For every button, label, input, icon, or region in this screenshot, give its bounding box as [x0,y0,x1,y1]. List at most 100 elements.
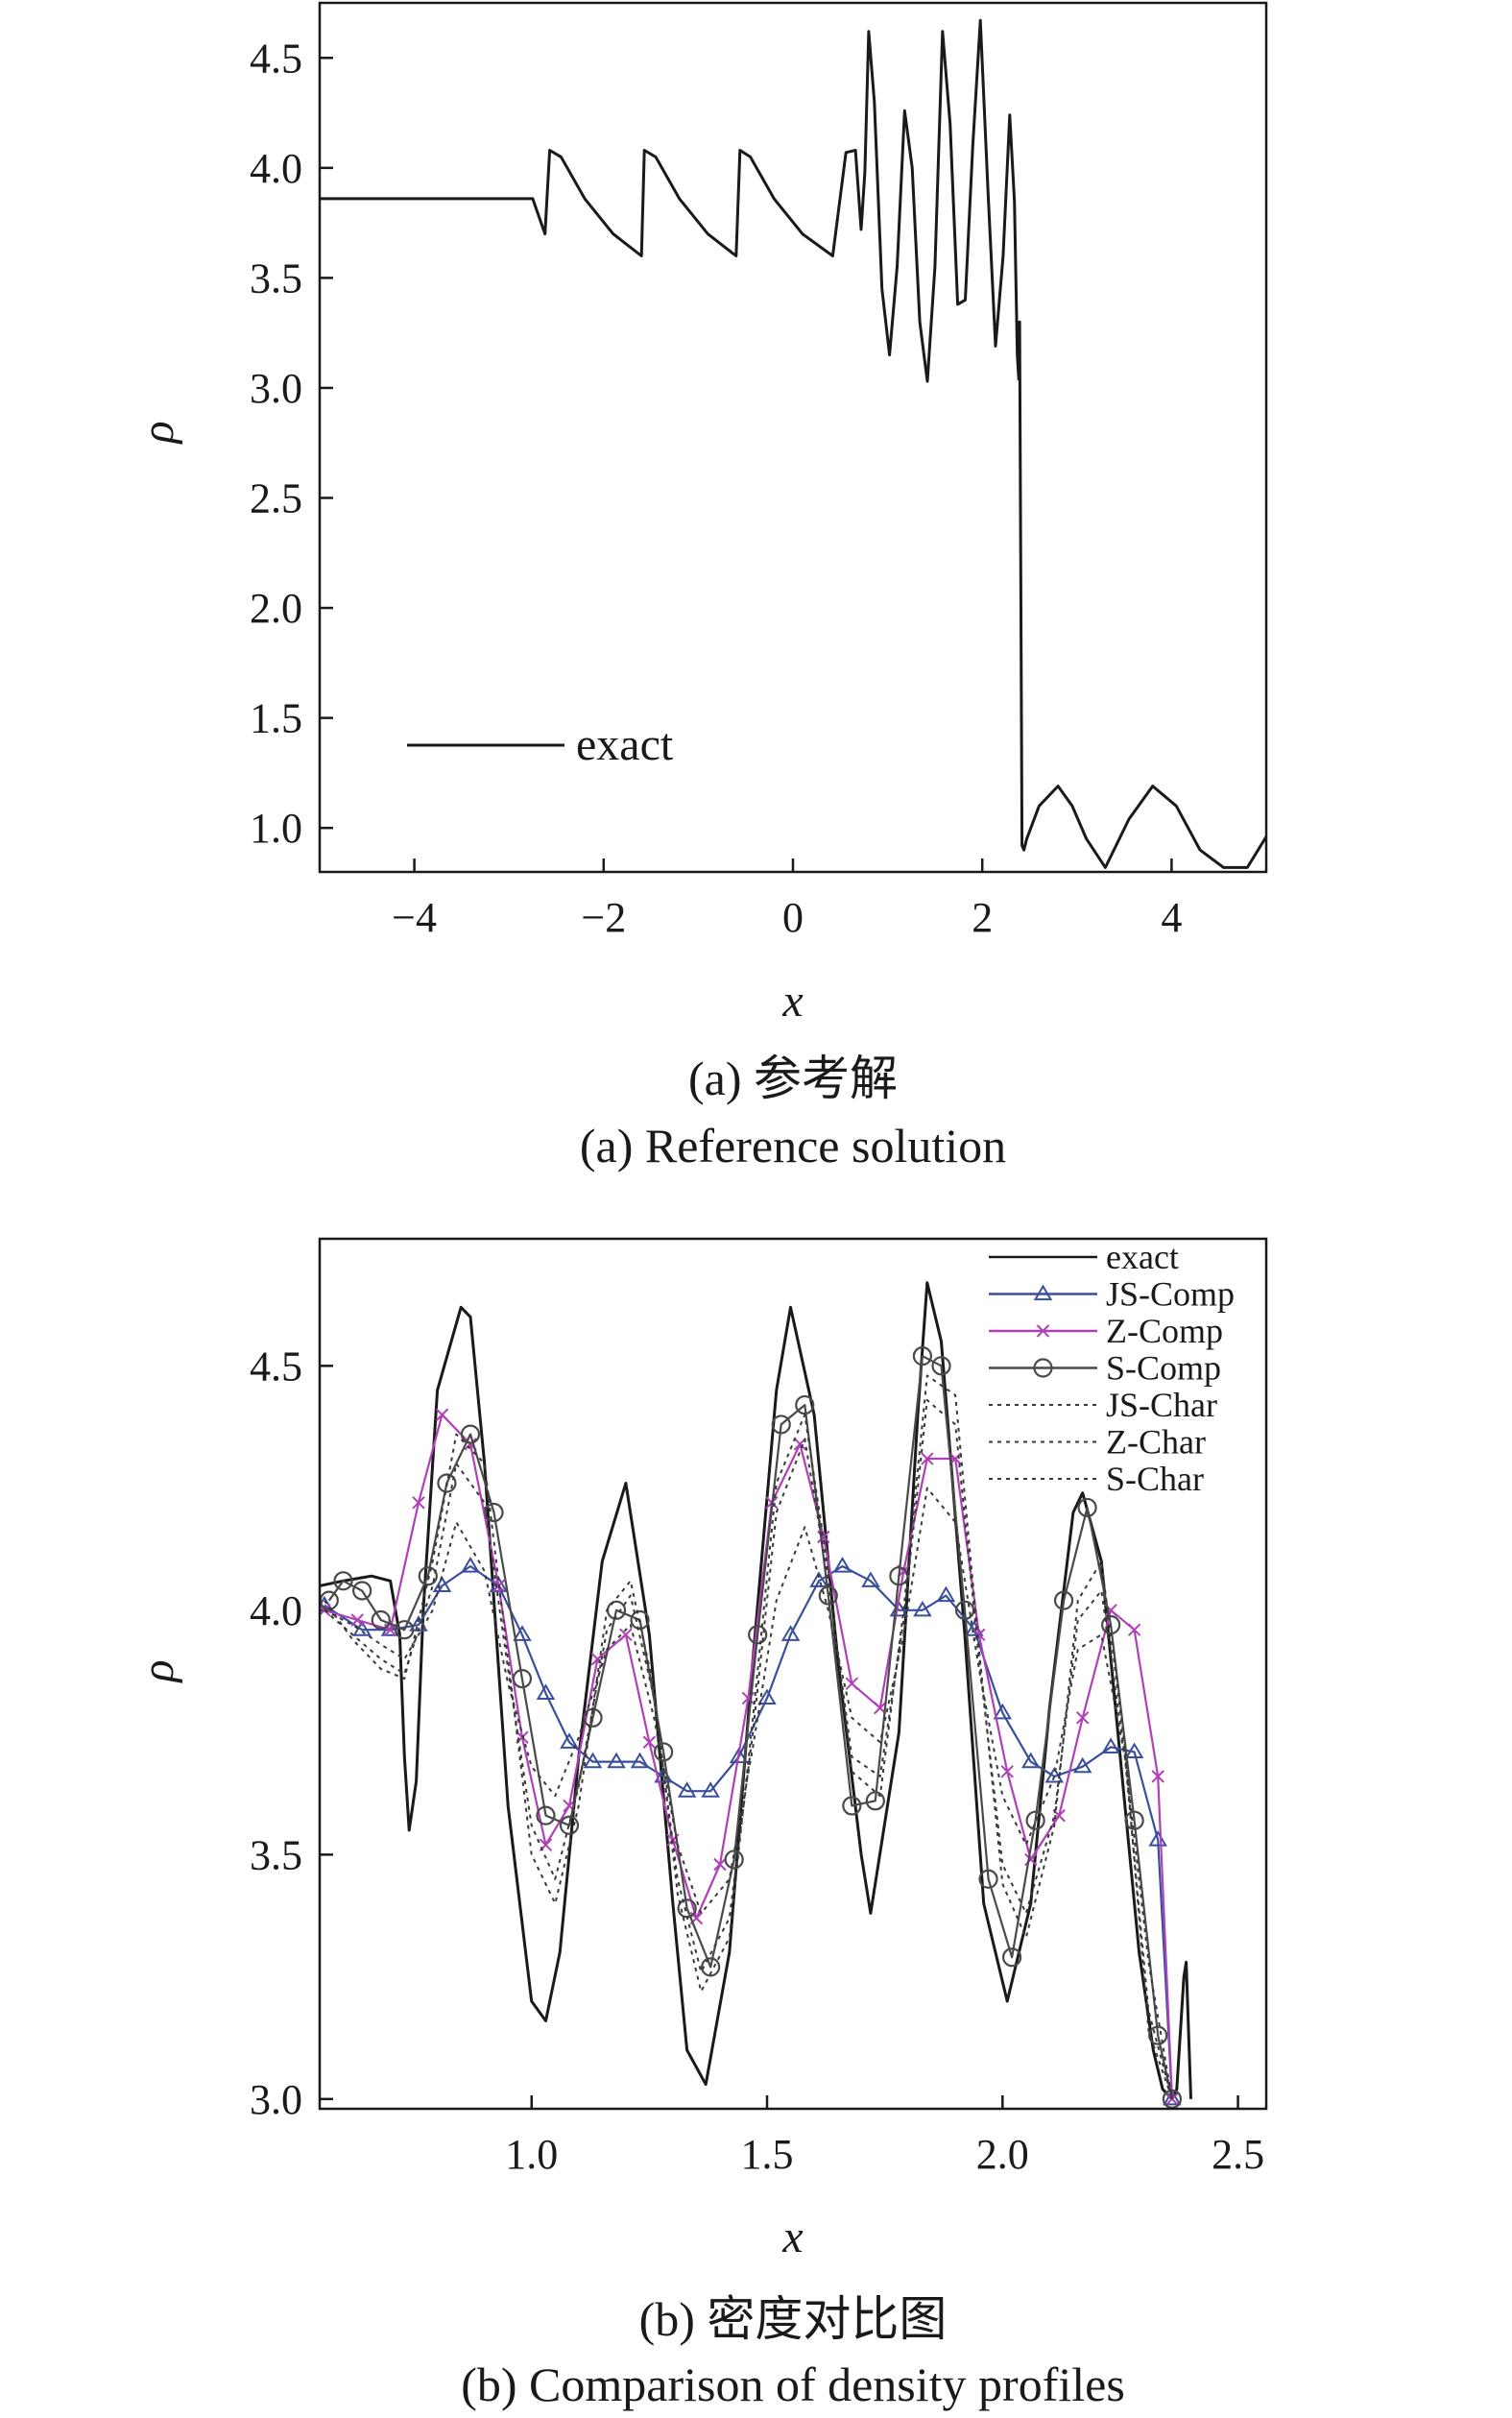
legend-marker-z-comp [1036,1324,1050,1338]
panel-a-ticks: −4 −2 0 2 4 1.0 1.5 2.0 2.5 3.0 3.5 4.0 4.5 [250,35,1182,941]
data-point-js-comp [560,1732,579,1749]
data-point-s-comp [352,1581,372,1601]
x-tick-label: 1.0 [505,2131,558,2178]
series-line-exact [320,18,1266,869]
panel-a-caption-cn: (a) 参考解 [688,1052,898,1105]
data-point-z-comp [1127,1623,1141,1636]
data-point-s-comp [418,1566,438,1586]
legend-label-js-char: JS-Char [1106,1386,1217,1424]
y-tick-label: 1.0 [250,805,302,852]
data-point-s-comp [460,1424,481,1444]
data-point-z-comp [590,1653,605,1666]
panel-a-legend: exact [407,719,674,770]
panel-a-reference-solution: −4 −2 0 2 4 1.0 1.5 2.0 2.5 3.0 3.5 4.0 4.5 ρ x exac… [132,1,1268,1173]
x-tick-label: −4 [392,894,437,941]
panel-b-y-axis-label: ρ [132,1659,183,1683]
series-line-js-comp [324,1564,1173,2099]
x-tick-label: 0 [782,894,804,941]
data-point-z-comp [972,1628,986,1641]
data-point-z-comp [713,1857,727,1872]
data-point-js-comp [780,1625,801,1641]
data-point-js-comp [936,1585,956,1603]
data-point-z-comp [1075,1711,1090,1725]
data-point-s-comp [771,1415,791,1435]
y-tick-label: 2.0 [250,585,302,632]
data-point-s-comp [1124,1810,1144,1830]
data-point-s-comp [1077,1497,1097,1518]
data-point-s-comp [889,1566,909,1586]
series-line-z-comp [324,1414,1173,2099]
panel-b-ticks: 1.0 1.5 2.0 2.5 3.0 3.5 4.0 4.5 [250,1342,1264,2178]
panel-a-y-axis-label: ρ [132,421,183,445]
y-tick-label: 1.5 [250,695,302,742]
data-point-s-comp [912,1346,933,1366]
x-tick-label: 2.0 [976,2131,1029,2178]
y-tick-label: 3.0 [250,2076,302,2123]
y-tick-label: 4.0 [250,1587,302,1634]
y-tick-label: 4.5 [250,1342,302,1390]
series-line-js-char [324,1487,1173,2099]
data-point-s-comp [1053,1590,1074,1610]
y-tick-label: 4.5 [250,35,302,82]
data-point-js-comp [461,1557,480,1573]
data-point-s-comp [371,1609,391,1631]
data-point-js-comp [1044,1766,1065,1783]
data-point-s-comp [978,1869,998,1889]
data-point-z-comp [1000,1765,1014,1778]
series-line-z-char [324,1399,1173,2100]
legend-label-s-comp: S-Comp [1106,1349,1221,1388]
x-tick-label: −2 [581,894,626,941]
data-point-js-comp [913,1600,932,1617]
x-tick-label: 2 [972,894,993,941]
panel-a-x-axis-label: x [781,976,803,1027]
data-point-js-comp [861,1571,880,1587]
data-point-s-comp [559,1815,580,1835]
data-point-s-comp [484,1502,504,1523]
data-point-js-comp [1163,2089,1182,2106]
data-point-js-comp [352,1620,372,1636]
data-point-js-comp [536,1683,556,1700]
data-point-s-comp [1025,1810,1045,1830]
data-point-js-comp [1020,1752,1041,1769]
y-tick-label: 3.5 [250,1831,302,1878]
data-point-s-comp [724,1850,744,1870]
data-point-s-comp [653,1742,674,1762]
y-tick-label: 2.5 [250,475,302,522]
panel-b-density-comparison: 1.0 1.5 2.0 2.53.03.54.04.5 exactJS-CompZ-C… [132,1237,1268,2411]
data-point-z-comp [350,1613,364,1627]
data-point-s-comp [512,1668,533,1689]
data-point-z-comp [921,1452,934,1465]
data-point-s-comp [1002,1947,1022,1968]
panel-b-legend: exactJS-CompZ-CompS-CompJS-CharZ-CharS-C… [989,1238,1235,1498]
legend-marker-js-comp [1033,1284,1053,1301]
data-point-js-comp [432,1576,452,1592]
panel-b-caption-en: (b) Comparison of density profiles [461,2358,1125,2411]
panel-a-series-layer [320,18,1266,869]
panel-a-caption-en: (a) Reference solution [580,1119,1006,1173]
data-point-js-comp [1101,1737,1120,1753]
series-line-s-char [324,1374,1173,2100]
legend-label-z-comp: Z-Comp [1106,1312,1223,1350]
data-point-s-comp [748,1625,768,1645]
x-tick-label: 2.5 [1212,2131,1264,2178]
data-point-js-comp [757,1688,777,1705]
data-point-z-comp [435,1408,449,1421]
data-point-js-comp [993,1703,1013,1720]
series-line-s-comp [327,1355,1173,2100]
data-point-js-comp [630,1752,650,1769]
data-point-js-comp [1148,1830,1167,1847]
x-tick-label: 4 [1161,894,1182,941]
data-point-js-comp [809,1571,828,1587]
data-point-js-comp [729,1747,749,1764]
data-point-s-comp [437,1473,457,1493]
data-point-js-comp [1072,1756,1092,1774]
data-point-s-comp [931,1356,951,1376]
legend-label-s-char: S-Char [1106,1460,1204,1498]
panel-a-legend-label-exact: exact [576,719,674,770]
data-point-s-comp [795,1394,815,1415]
data-point-js-comp [607,1752,626,1769]
data-point-z-comp [1024,1852,1038,1867]
data-point-js-comp [513,1625,532,1641]
y-tick-label: 3.5 [250,254,302,302]
